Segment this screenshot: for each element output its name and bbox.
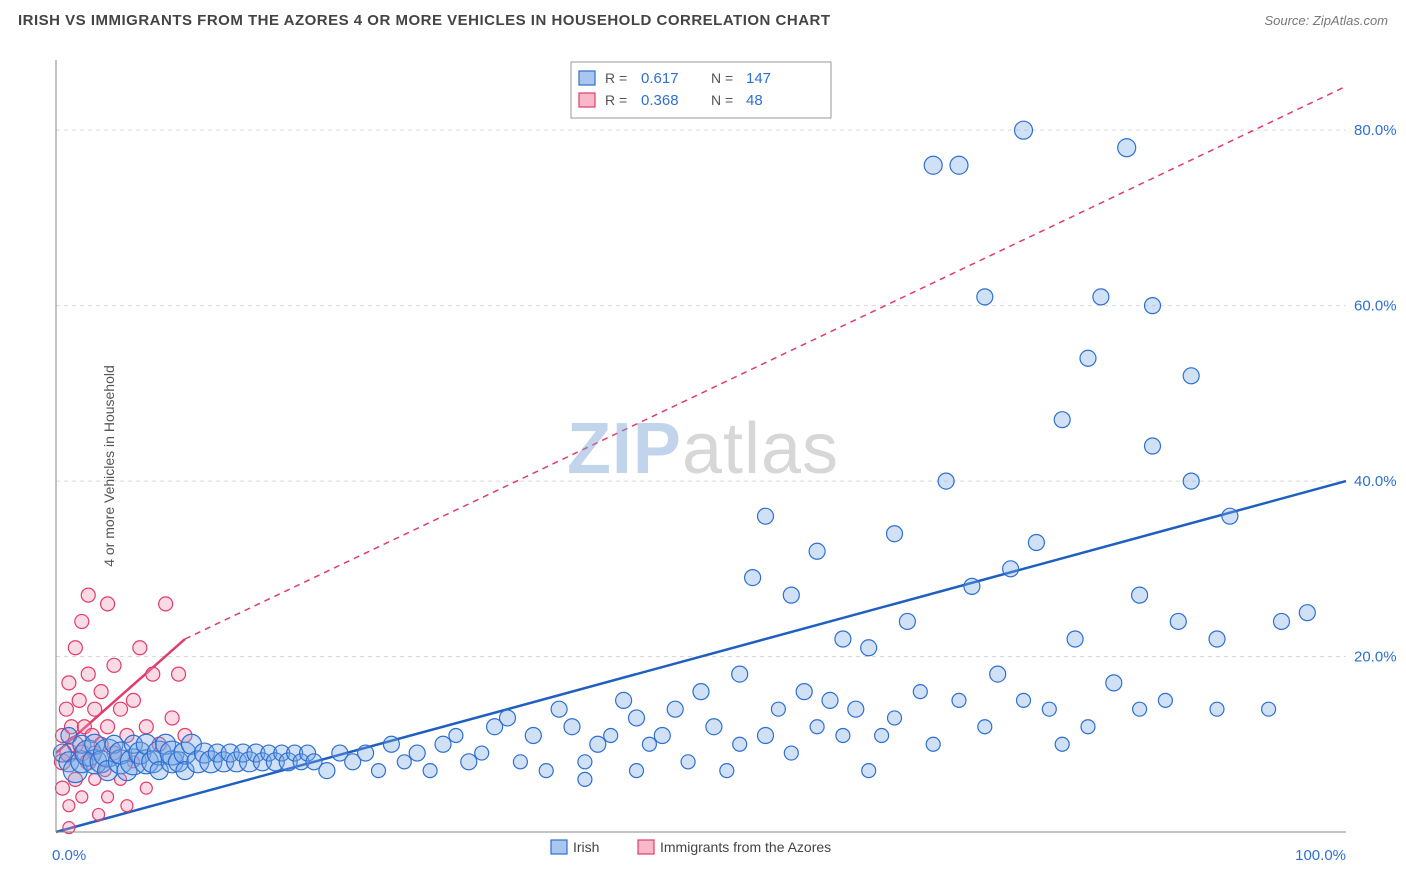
svg-text:0.368: 0.368: [641, 92, 679, 109]
correlation-scatter-chart: 20.0% 40.0% 60.0% 80.0% 0.0% 100.0% R = 0.617 N …: [0, 40, 1406, 892]
svg-text:N =: N =: [711, 92, 733, 108]
page-title: IRISH VS IMMIGRANTS FROM THE AZORES 4 OR…: [18, 12, 831, 29]
svg-text:147: 147: [746, 70, 771, 87]
svg-text:100.0%: 100.0%: [1295, 847, 1346, 864]
svg-text:60.0%: 60.0%: [1354, 298, 1397, 315]
svg-text:0.617: 0.617: [641, 70, 679, 87]
svg-text:N =: N =: [711, 70, 733, 86]
svg-text:Irish: Irish: [573, 839, 599, 855]
svg-text:Immigrants from the Azores: Immigrants from the Azores: [660, 839, 831, 855]
svg-text:R =: R =: [605, 70, 627, 86]
svg-text:48: 48: [746, 92, 763, 109]
svg-text:40.0%: 40.0%: [1354, 473, 1397, 490]
svg-text:0.0%: 0.0%: [52, 847, 86, 864]
svg-text:R =: R =: [605, 92, 627, 108]
source-label: Source: ZipAtlas.com: [1264, 13, 1388, 28]
svg-text:80.0%: 80.0%: [1354, 122, 1397, 139]
y-axis-label: 4 or more Vehicles in Household: [101, 365, 117, 567]
svg-text:20.0%: 20.0%: [1354, 649, 1397, 666]
